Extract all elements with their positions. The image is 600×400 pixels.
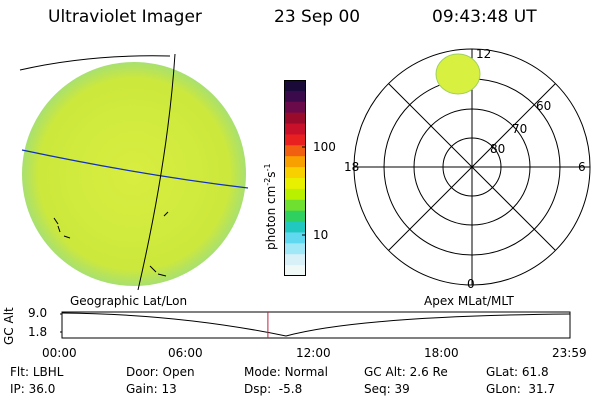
time-tick-0600: 06:00 bbox=[168, 346, 203, 360]
colorbar-band bbox=[284, 178, 306, 190]
dsp-field: Dsp: -5.8 bbox=[244, 382, 303, 396]
colorbar-band bbox=[284, 188, 306, 201]
colorbar-band bbox=[284, 101, 306, 114]
polar-label-80: 80 bbox=[490, 142, 505, 156]
colorbar-band bbox=[284, 199, 306, 212]
filter-field: Flt: LBHL bbox=[10, 365, 64, 379]
ip-field: IP: 36.0 bbox=[10, 382, 56, 396]
polar-label-6: 6 bbox=[578, 160, 586, 174]
colorbar-tick-label-100: 100 bbox=[313, 140, 336, 154]
colorbar-unit-label: photon cm-2s-1 bbox=[263, 163, 278, 250]
colorbar-band bbox=[284, 145, 306, 157]
polar-label-0: 0 bbox=[467, 277, 475, 291]
time-tick-1800: 18:00 bbox=[424, 346, 459, 360]
mode-field: Mode: Normal bbox=[244, 365, 328, 379]
apex-caption: Apex MLat/MLT bbox=[424, 294, 514, 308]
longitude-line bbox=[137, 53, 176, 290]
earth-image bbox=[19, 53, 249, 290]
polar-axis-diag2 bbox=[388, 83, 556, 251]
time-tick-2359: 23:59 bbox=[552, 346, 587, 360]
gc-alt-tick-high: 9.0 bbox=[28, 306, 48, 320]
gc-alt-field: GC Alt: 2.6 Re bbox=[364, 365, 448, 379]
earth-disk bbox=[22, 62, 246, 286]
auroral-oval-patch bbox=[435, 53, 481, 95]
time-tick-0000: 00:00 bbox=[42, 346, 77, 360]
coastline-marks bbox=[53, 211, 169, 277]
observation-time: 09:43:48 UT bbox=[432, 7, 537, 27]
colorbar-band bbox=[284, 134, 306, 146]
seq-field: Seq: 39 bbox=[364, 382, 410, 396]
colorbar-band bbox=[284, 232, 306, 244]
latitude-line bbox=[21, 149, 249, 189]
colorbar-band bbox=[284, 254, 306, 266]
colorbar-gradient bbox=[284, 80, 306, 276]
gc-alt-axis-title: GC Alt bbox=[2, 307, 16, 345]
colorbar bbox=[284, 80, 306, 276]
colorbar-band bbox=[284, 156, 306, 168]
colorbar-band bbox=[284, 210, 306, 223]
gain-field: Gain: 13 bbox=[126, 382, 177, 396]
colorbar-band bbox=[284, 80, 306, 92]
polar-label-70: 70 bbox=[512, 122, 527, 136]
colorbar-band bbox=[284, 243, 306, 255]
polar-label-12: 12 bbox=[476, 47, 491, 61]
altitude-curve bbox=[61, 312, 571, 337]
colorbar-band bbox=[284, 167, 306, 179]
geographic-caption: Geographic Lat/Lon bbox=[70, 294, 188, 308]
colorbar-band bbox=[284, 265, 306, 276]
gc-alt-tick-low: 1.8 bbox=[28, 325, 48, 339]
polar-plot: 12 18 6 0 60 70 80 bbox=[344, 47, 591, 291]
colorbar-band bbox=[284, 123, 306, 135]
glon-field: GLon: 31.7 bbox=[486, 382, 556, 396]
observation-date: 23 Sep 00 bbox=[274, 7, 361, 27]
time-tick-1200: 12:00 bbox=[296, 346, 331, 360]
altitude-timeline bbox=[60, 311, 571, 339]
glat-field: GLat: 61.8 bbox=[486, 365, 549, 379]
timeline-frame bbox=[61, 311, 571, 339]
latitude-line-upper bbox=[19, 55, 171, 71]
colorbar-tick-label-10: 10 bbox=[313, 228, 329, 242]
polar-label-18: 18 bbox=[344, 160, 359, 174]
polar-label-60: 60 bbox=[536, 99, 551, 113]
instrument-title: Ultraviolet Imager bbox=[48, 7, 202, 27]
colorbar-band bbox=[284, 112, 306, 125]
colorbar-band bbox=[284, 221, 306, 233]
door-field: Door: Open bbox=[126, 365, 195, 379]
colorbar-frame bbox=[284, 80, 306, 276]
colorbar-band bbox=[284, 90, 306, 103]
